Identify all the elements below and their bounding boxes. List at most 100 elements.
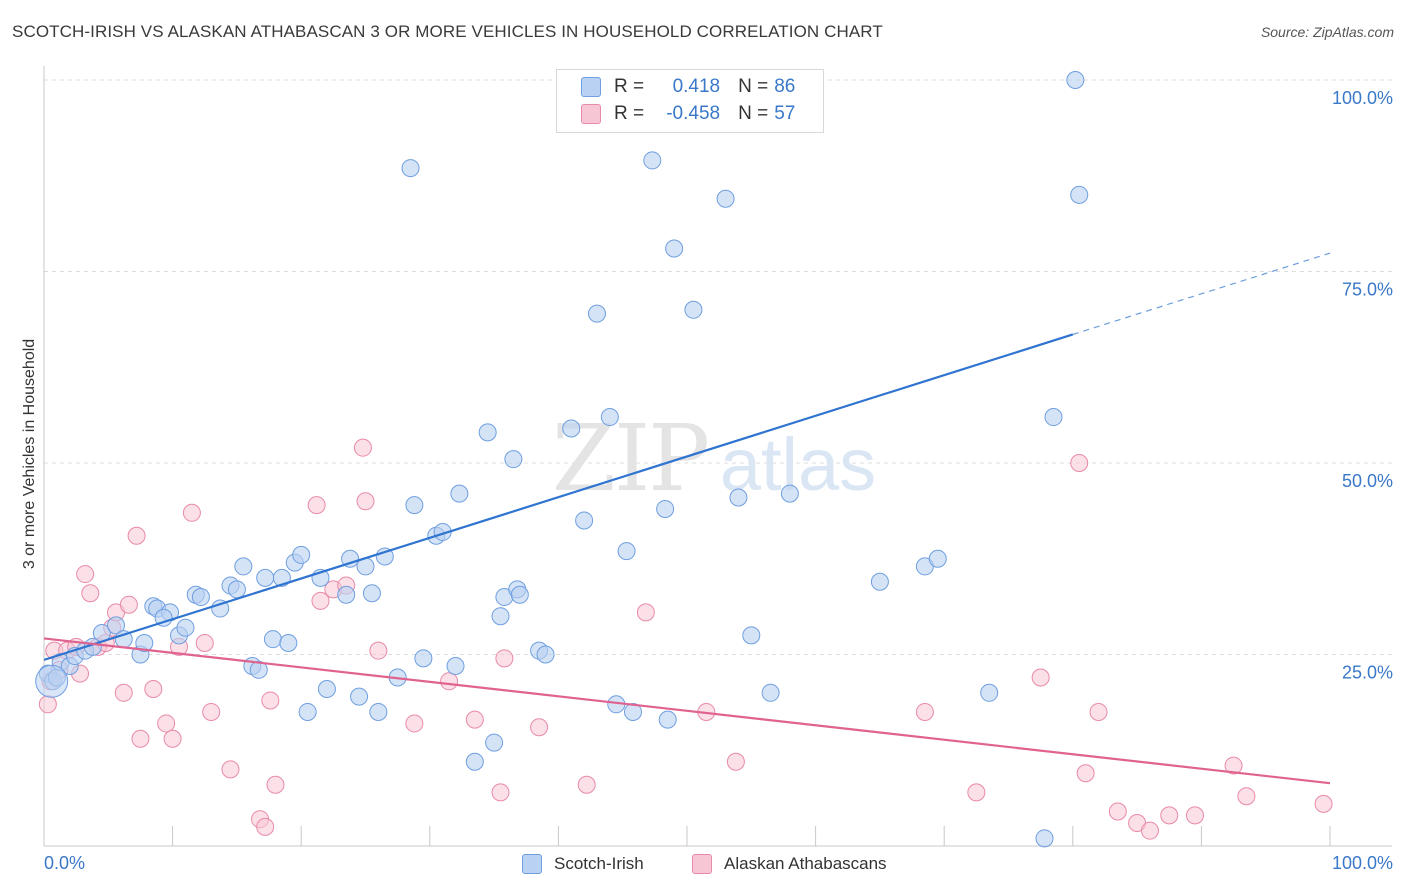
alaskan-athabascans-point bbox=[465, 710, 484, 729]
scotch-irish-point bbox=[562, 419, 581, 438]
scotch-irish-point bbox=[135, 634, 154, 653]
scotch-irish-point bbox=[617, 542, 636, 561]
alaskan-athabascans-point bbox=[967, 783, 986, 802]
y-tick-label: 75.0% bbox=[1342, 280, 1393, 300]
scotch-irish-point bbox=[176, 618, 195, 637]
scotch-irish-point bbox=[1066, 71, 1085, 89]
scotch-irish-point bbox=[350, 687, 369, 706]
x-tick-label: 100.0% bbox=[1332, 853, 1393, 873]
alaskan-athabascans-point bbox=[1140, 821, 1159, 840]
scotch-irish-point bbox=[510, 585, 529, 604]
scotch-irish-legend-label: Scotch-Irish bbox=[554, 854, 644, 873]
scotch-irish-point bbox=[656, 499, 675, 518]
scotch-irish-legend-swatch bbox=[522, 854, 542, 874]
scotch-irish-point bbox=[401, 159, 420, 178]
alaskan-athabascans-point bbox=[261, 691, 280, 710]
alaskan-athabascans-point bbox=[182, 503, 201, 522]
alaskan-athabascans-legend-label: Alaskan Athabascans bbox=[724, 854, 887, 873]
r-label: R = bbox=[614, 76, 645, 97]
x-tick-label: 0.0% bbox=[44, 853, 85, 873]
alaskan-athabascans-point bbox=[636, 603, 655, 622]
scotch-irish-point bbox=[504, 450, 523, 469]
scotch-irish-point bbox=[658, 710, 677, 729]
scotch-irish-point bbox=[465, 752, 484, 771]
scotch-irish-point bbox=[780, 484, 799, 503]
n-value-scotch-irish: 86 bbox=[774, 76, 796, 97]
alaskan-athabascans-point bbox=[369, 641, 388, 660]
alaskan-athabascans-point bbox=[405, 714, 424, 733]
scotch-irish-point bbox=[369, 702, 388, 721]
scotch-irish-point bbox=[870, 572, 889, 591]
alaskan-athabascans-point bbox=[163, 729, 182, 748]
scotch-irish-point bbox=[362, 584, 381, 603]
scotch-irish-point bbox=[587, 304, 606, 323]
alaskan-athabascans-point bbox=[127, 526, 146, 545]
alaskan-athabascans-point bbox=[915, 702, 934, 721]
alaskan-athabascans-point bbox=[1089, 702, 1108, 721]
scotch-irish-point bbox=[623, 702, 642, 721]
scotch-irish-point bbox=[256, 568, 275, 587]
grid-lines bbox=[44, 79, 1392, 655]
scotch-irish-point bbox=[729, 488, 748, 507]
r-value-alaskan-athabascans: -0.458 bbox=[666, 103, 721, 124]
source-label: Source: ZipAtlas.com bbox=[1260, 24, 1394, 40]
scotch-irish-point bbox=[227, 580, 246, 599]
alaskan-athabascans-trend-line bbox=[43, 637, 1331, 785]
scotch-irish-point bbox=[665, 239, 684, 258]
alaskan-athabascans-point bbox=[1108, 802, 1127, 821]
scotch-irish-point bbox=[405, 496, 424, 515]
scotch-irish-trend-line bbox=[43, 333, 1074, 661]
alaskan-athabascans-point bbox=[1224, 756, 1243, 775]
scotch-irish-point bbox=[279, 634, 298, 653]
scotch-irish-point bbox=[485, 733, 504, 752]
correlation-legend: R = 0.418 N = 86 R = -0.458 N = 57 bbox=[556, 69, 824, 133]
alaskan-athabascans-point bbox=[1237, 787, 1256, 806]
bottom-legend-scotch-irish: Scotch-Irish bbox=[522, 852, 644, 876]
scotch-irish-point bbox=[414, 649, 433, 668]
r-value-scotch-irish: 0.418 bbox=[672, 76, 721, 97]
scotch-irish-point bbox=[980, 683, 999, 702]
r-label: R = bbox=[614, 103, 645, 124]
alaskan-athabascans-point bbox=[440, 672, 459, 691]
alaskan-athabascans-point bbox=[144, 679, 163, 698]
scotch-irish-point bbox=[1044, 408, 1063, 427]
y-tick-label: 50.0% bbox=[1342, 471, 1393, 491]
scotch-irish-point bbox=[191, 588, 210, 607]
scotch-irish-point bbox=[716, 189, 735, 208]
alaskan-athabascans-point bbox=[114, 683, 133, 702]
alaskan-athabascans-point bbox=[266, 775, 285, 794]
alaskan-athabascans-point bbox=[495, 649, 514, 668]
alaskan-athabascans-point bbox=[1185, 806, 1204, 825]
n-value-alaskan-athabascans: 57 bbox=[774, 103, 796, 124]
scotch-irish-point bbox=[107, 616, 126, 635]
scotch-irish-point bbox=[375, 547, 394, 566]
alaskan-athabascans-point bbox=[81, 584, 100, 603]
alaskan-athabascans-point bbox=[577, 775, 596, 794]
scotch-irish-point bbox=[211, 599, 230, 618]
y-tick-label: 100.0% bbox=[1332, 88, 1393, 108]
scotch-irish-point bbox=[1070, 185, 1089, 204]
alaskan-athabascans-point bbox=[256, 817, 275, 836]
scotch-irish-point bbox=[491, 607, 510, 626]
alaskan-athabascans-point bbox=[38, 695, 57, 714]
scotch-irish-point bbox=[742, 626, 761, 645]
scotch-irish-point bbox=[450, 484, 469, 503]
alaskan-athabascans-point bbox=[491, 783, 510, 802]
scotch-irish-point bbox=[478, 423, 497, 442]
alaskan-athabascans-point bbox=[221, 760, 240, 779]
scotch-irish-point bbox=[249, 660, 268, 679]
scotch-irish-point bbox=[684, 300, 703, 319]
scotch-irish-point bbox=[154, 608, 173, 627]
alaskan-athabascans-point bbox=[353, 438, 372, 457]
y-tick-label: 25.0% bbox=[1342, 663, 1393, 683]
scotch-irish-point bbox=[317, 679, 336, 698]
scotch-irish-point bbox=[298, 702, 317, 721]
scotch-irish-point bbox=[575, 511, 594, 530]
scotch-irish-trend-extension bbox=[1072, 252, 1331, 336]
alaskan-athabascans-point bbox=[1070, 454, 1089, 472]
scotch-irish-point bbox=[1035, 829, 1054, 848]
tick-labels: 25.0% 50.0% 75.0% 100.0% 0.0% 100.0% bbox=[44, 88, 1393, 873]
n-label: N = bbox=[738, 76, 769, 97]
axes bbox=[43, 66, 1392, 847]
